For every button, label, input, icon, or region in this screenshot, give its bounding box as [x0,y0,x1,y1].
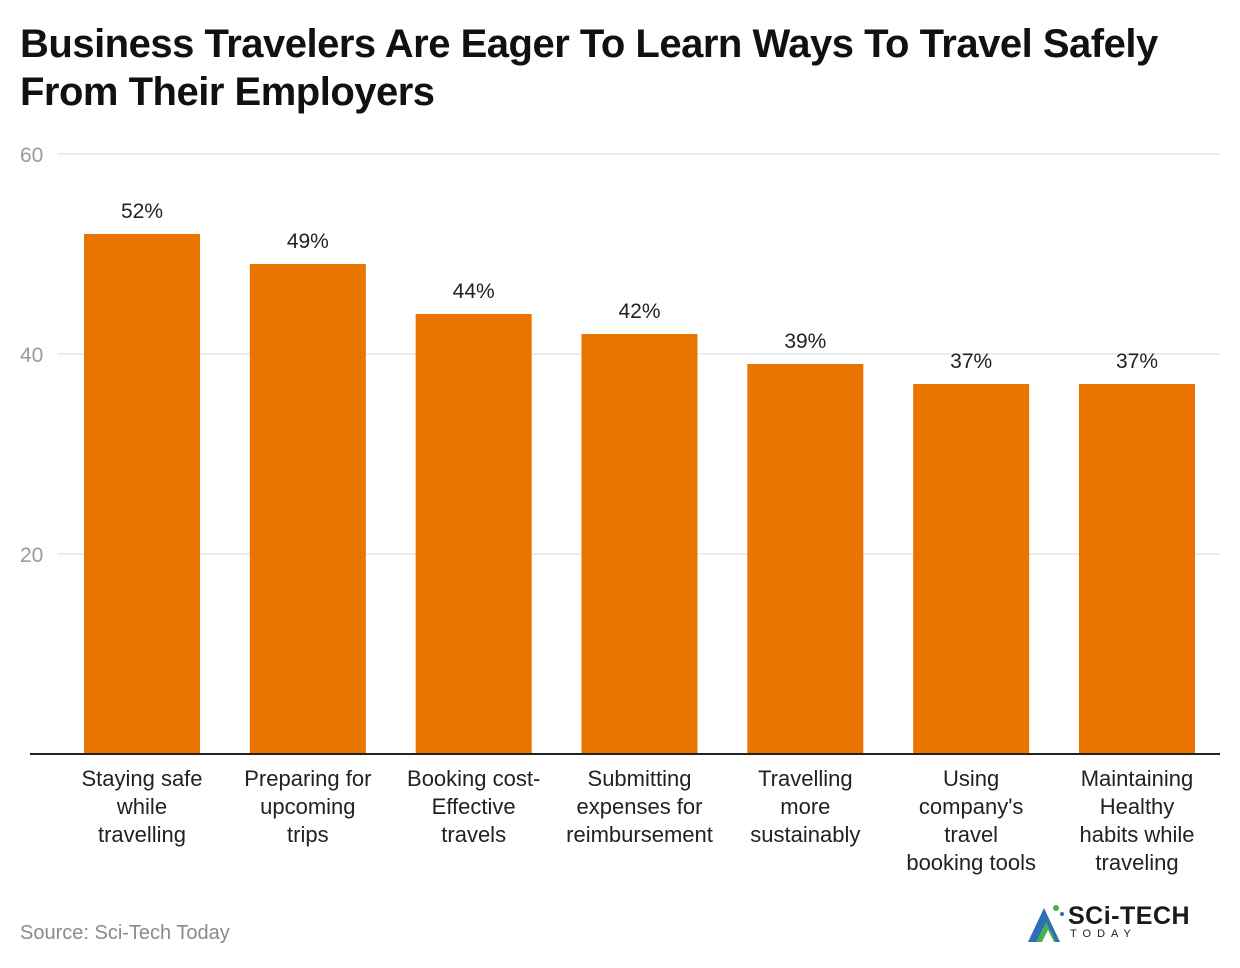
category-label-line: trips [287,822,329,847]
category-label-line: upcoming [260,794,355,819]
category-label-line: Booking cost- [407,766,540,791]
category-label-line: more [780,794,830,819]
category-label-line: Preparing for [244,766,371,791]
category-label: Using company's travel booking tools [906,766,1036,875]
bar-value-label: 39% [784,330,826,353]
category-label-line: expenses for [577,794,703,819]
category-label-line: travel [944,822,998,847]
category-label-line: company's [919,794,1023,819]
bar-value-label: 49% [287,230,329,253]
category-label-line: reimbursement [566,822,713,847]
bar-chart: 20 40 60 52% 49% 44% 42% 39% 37% 37% Staying saf… [20,144,1220,875]
y-tick-label: 20 [20,544,43,567]
category-label-line: Staying safe [81,766,202,791]
category-label: Booking cost- Effective travels [407,766,540,847]
logo-mountain-icon [1028,905,1064,942]
bar-value-label: 42% [618,300,660,323]
bars [84,234,1195,754]
category-label: Preparing for upcoming trips [244,766,371,847]
value-labels: 52% 49% 44% 42% 39% 37% 37% [121,200,1158,373]
y-tick-label: 60 [20,144,43,167]
logo-text: SCi-TECH [1068,902,1191,930]
category-label-line: sustainably [750,822,860,847]
bar-value-label: 37% [1116,350,1158,373]
bar-value-label: 44% [453,280,495,303]
category-label-line: Using [943,766,999,791]
category-label-line: booking tools [906,850,1036,875]
bar [84,234,200,754]
category-label-line: Effective [432,794,516,819]
logo-subtext: TODAY [1070,928,1137,940]
category-label-line: Travelling [758,766,853,791]
bar [581,334,698,754]
category-label-line: while [116,794,167,819]
bar-value-label: 52% [121,200,163,223]
chart-title: Business Travelers Are Eager To Learn Wa… [20,22,1158,114]
category-label-line: habits while [1080,822,1195,847]
category-label-line: travels [441,822,506,847]
bar-value-label: 37% [950,350,992,373]
category-label-line: travelling [98,822,186,847]
bar [415,314,532,754]
y-tick-label: 40 [20,344,43,367]
category-label: Maintaining Healthy habits while traveling [1080,766,1195,875]
category-labels: Staying safe while travelling Preparing for… [81,766,1194,875]
category-label: Travelling more sustainably [750,766,860,847]
category-label: Submitting expenses for reimbursement [566,766,713,847]
source-note: Source: Sci-Tech Today [20,922,230,944]
bar [249,264,366,754]
category-label: Staying safe while travelling [81,766,202,847]
bar [913,384,1030,754]
category-label-line: Healthy [1100,794,1175,819]
category-label-line: Submitting [588,766,692,791]
bar [1079,384,1195,754]
bar [747,364,864,754]
sci-tech-today-logo: SCi-TECH TODAY [1026,900,1216,946]
category-label-line: Maintaining [1081,766,1194,791]
category-label-line: traveling [1095,850,1178,875]
